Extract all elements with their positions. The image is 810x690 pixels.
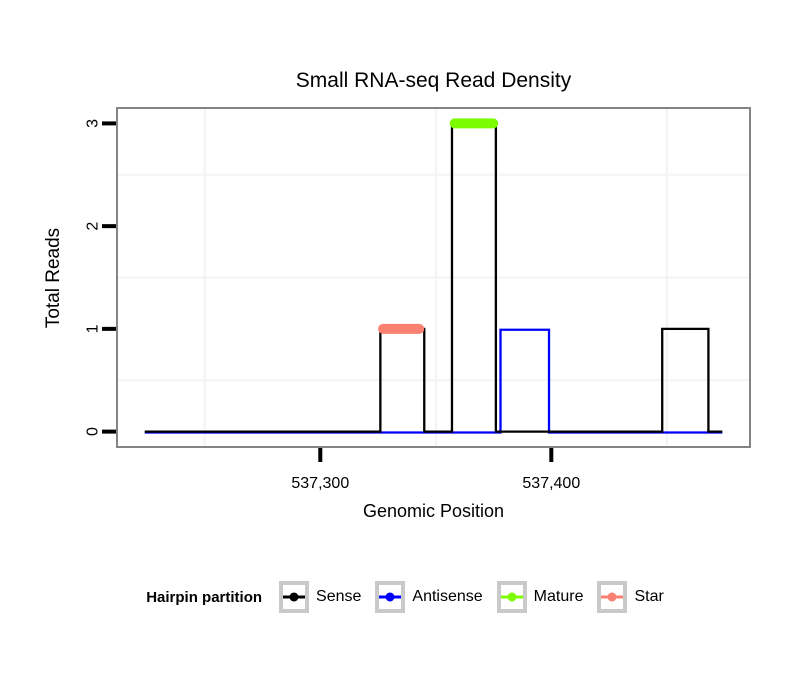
plot-area: 537,300 537,400 0 1 2 3 [85,107,751,492]
y-tick-label: 0 [85,427,102,436]
legend-key-mature-icon [496,581,527,613]
legend-key-star-icon [597,581,628,613]
legend-item-sense: Sense [279,581,361,613]
legend-label-mature: Mature [533,588,584,605]
legend-item-mature: Mature [496,581,584,613]
x-tick-label: 537,300 [291,475,349,492]
legend-key-antisense-icon [375,581,406,613]
legend-item-antisense: Antisense [375,581,483,613]
legend-key-sense-icon [279,581,310,613]
legend-title: Hairpin partition [146,588,263,606]
y-tick-label: 2 [85,222,102,231]
x-tick-label: 537,400 [522,475,580,492]
chart-title: Small RNA-seq Read Density [295,69,572,92]
y-tick-label: 1 [85,324,102,333]
legend: Hairpin partition Sense Antisense Mature St… [0,581,810,613]
legend-label-antisense: Antisense [412,588,483,605]
legend-item-star: Star [597,581,664,613]
legend-items: Sense Antisense Mature Star [279,581,664,613]
x-axis-title: Genomic Position [362,501,505,521]
legend-label-sense: Sense [316,588,362,605]
panel-border [116,107,751,448]
legend-label-star: Star [634,588,664,605]
y-tick-label: 3 [85,119,102,128]
